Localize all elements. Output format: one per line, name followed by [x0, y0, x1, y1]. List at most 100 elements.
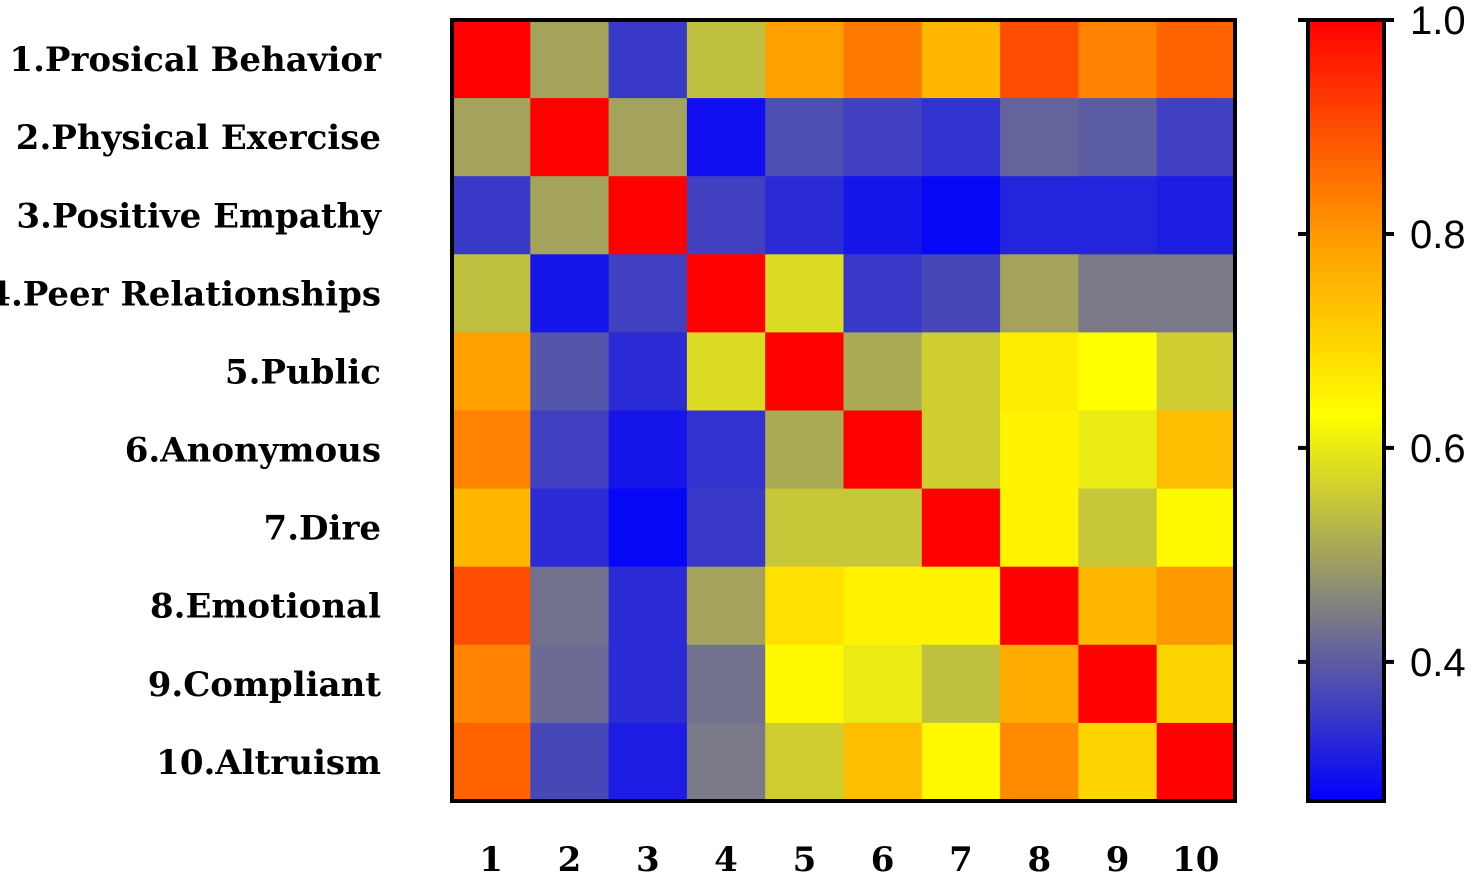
- heatmap-cell-2-9: [1078, 98, 1158, 177]
- column-label-3: 3: [636, 840, 660, 877]
- heatmap-cell-4-7: [921, 254, 1001, 333]
- heatmap-cell-9-7: [921, 644, 1001, 724]
- heatmap-cell-10-10: [1156, 722, 1236, 802]
- heatmap-cell-10-8: [1000, 722, 1079, 802]
- row-label-1: 1.Prosical Behavior: [9, 40, 382, 80]
- column-label-4: 4: [714, 840, 738, 877]
- heatmap-cell-7-1: [452, 488, 531, 568]
- heatmap-cell-6-1: [452, 410, 531, 490]
- heatmap-cell-5-9: [1078, 332, 1158, 412]
- heatmap-cell-5-4: [686, 332, 766, 412]
- column-label-5: 5: [793, 840, 817, 877]
- heatmap-cell-5-7: [921, 332, 1001, 412]
- heatmap-cell-7-10: [1156, 488, 1236, 568]
- heatmap-cell-8-4: [686, 566, 766, 646]
- heatmap-cells: [452, 20, 1236, 802]
- heatmap-cell-10-3: [608, 722, 688, 802]
- heatmap-cell-6-2: [530, 410, 610, 490]
- heatmap-cell-2-10: [1156, 98, 1236, 177]
- heatmap-cell-6-6: [843, 410, 923, 490]
- heatmap-cell-1-9: [1078, 20, 1158, 99]
- heatmap-cell-9-3: [608, 644, 688, 724]
- heatmap-cell-7-9: [1078, 488, 1158, 568]
- heatmap-cell-4-1: [452, 254, 531, 333]
- colorbar-ticks: 0.4 0.6 0.8 1.0: [1298, 0, 1466, 685]
- heatmap-cell-8-5: [765, 566, 845, 646]
- heatmap-cell-10-6: [843, 722, 923, 802]
- heatmap-cell-3-3: [608, 176, 688, 255]
- heatmap-cell-5-8: [1000, 332, 1079, 412]
- colorbar-tick-label-1: 0.4: [1410, 641, 1466, 685]
- colorbar-tick-label-3: 0.8: [1410, 213, 1466, 257]
- heatmap-cell-9-8: [1000, 644, 1079, 724]
- heatmap-cell-4-6: [843, 254, 923, 333]
- heatmap-cell-3-1: [452, 176, 531, 255]
- heatmap-cell-3-5: [765, 176, 845, 255]
- heatmap-cell-10-1: [452, 722, 531, 802]
- heatmap-cell-1-7: [921, 20, 1001, 99]
- heatmap-cell-9-6: [843, 644, 923, 724]
- column-label-1: 1: [479, 840, 503, 877]
- heatmap-cell-5-3: [608, 332, 688, 412]
- column-label-9: 9: [1106, 840, 1130, 877]
- heatmap-cell-7-3: [608, 488, 688, 568]
- heatmap-cell-4-10: [1156, 254, 1236, 333]
- colorbar-tick-label-2: 0.6: [1410, 427, 1466, 471]
- heatmap-cell-2-5: [765, 98, 845, 177]
- heatmap-cell-10-7: [921, 722, 1001, 802]
- heatmap-cell-5-6: [843, 332, 923, 412]
- row-label-6: 6.Anonymous: [125, 431, 381, 471]
- heatmap-cell-1-10: [1156, 20, 1236, 99]
- column-label-6: 6: [871, 840, 895, 877]
- heatmap-cell-2-3: [608, 98, 688, 177]
- heatmap-cell-7-8: [1000, 488, 1079, 568]
- row-label-7: 7.Dire: [264, 509, 381, 549]
- heatmap-cell-2-7: [921, 98, 1001, 177]
- heatmap-cell-7-2: [530, 488, 610, 568]
- heatmap-cell-7-7: [921, 488, 1001, 568]
- row-label-2: 2.Physical Exercise: [16, 118, 381, 158]
- heatmap-cell-8-9: [1078, 566, 1158, 646]
- colorbar: 0.4 0.6 0.8 1.0: [1298, 0, 1466, 803]
- heatmap-cell-10-4: [686, 722, 766, 802]
- heatmap-cell-5-2: [530, 332, 610, 412]
- column-label-2: 2: [558, 840, 582, 877]
- heatmap-cell-6-8: [1000, 410, 1079, 490]
- heatmap-cell-8-7: [921, 566, 1001, 646]
- heatmap-cell-3-10: [1156, 176, 1236, 255]
- colorbar-tick-label-4: 1.0: [1410, 0, 1466, 43]
- heatmap-cell-4-4: [686, 254, 766, 333]
- heatmap-cell-1-5: [765, 20, 845, 99]
- heatmap-cell-1-4: [686, 20, 766, 99]
- heatmap-cell-7-6: [843, 488, 923, 568]
- heatmap-cell-3-9: [1078, 176, 1158, 255]
- heatmap-cell-8-6: [843, 566, 923, 646]
- heatmap-cell-8-3: [608, 566, 688, 646]
- column-labels: 1 2 3 4 5 6 7 8 9 10: [479, 840, 1219, 877]
- heatmap-cell-4-5: [765, 254, 845, 333]
- heatmap-cell-3-7: [921, 176, 1001, 255]
- heatmap-cell-1-1: [452, 20, 531, 99]
- heatmap-cell-6-5: [765, 410, 845, 490]
- heatmap-cell-7-4: [686, 488, 766, 568]
- heatmap-cell-6-4: [686, 410, 766, 490]
- heatmap-cell-10-2: [530, 722, 610, 802]
- heatmap-cell-3-4: [686, 176, 766, 255]
- heatmap-cell-8-1: [452, 566, 531, 646]
- heatmap-cell-5-5: [765, 332, 845, 412]
- colorbar-gradient: [1306, 18, 1386, 803]
- row-label-8: 8.Emotional: [150, 587, 381, 627]
- heatmap-cell-9-2: [530, 644, 610, 724]
- heatmap-cell-5-1: [452, 332, 531, 412]
- row-label-10: 10.Altruism: [156, 743, 381, 783]
- row-label-5: 5.Public: [225, 352, 381, 392]
- column-label-8: 8: [1027, 840, 1051, 877]
- heatmap-cell-7-5: [765, 488, 845, 568]
- heatmap-cell-6-7: [921, 410, 1001, 490]
- heatmap-cell-9-9: [1078, 644, 1158, 724]
- heatmap-cell-3-8: [1000, 176, 1079, 255]
- heatmap-cell-9-10: [1156, 644, 1236, 724]
- heatmap-cell-2-8: [1000, 98, 1079, 177]
- heatmap-cell-4-2: [530, 254, 610, 333]
